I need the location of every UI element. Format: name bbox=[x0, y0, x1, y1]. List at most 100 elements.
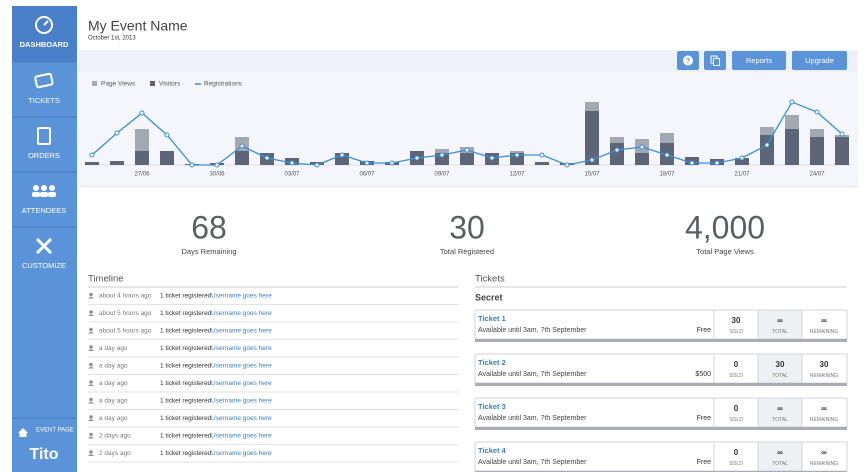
page-date: October 1st, 2013 bbox=[88, 36, 136, 42]
timeline-time: about 5 hours ago bbox=[99, 328, 152, 335]
ticket-name[interactable]: Ticket 3 bbox=[478, 402, 506, 411]
ticket-column-label: REMAINING bbox=[810, 373, 838, 379]
nav-label[interactable]: ATTENDEES bbox=[22, 206, 66, 215]
ticket-name[interactable]: Ticket 4 bbox=[478, 446, 507, 455]
bar bbox=[760, 135, 774, 165]
ticket-column-label: TOTAL bbox=[772, 461, 788, 467]
toolbar-button-label[interactable]: Reports bbox=[746, 56, 773, 65]
user-icon bbox=[89, 432, 93, 437]
user-icon bbox=[89, 362, 93, 367]
ticket-price: $500 bbox=[695, 371, 711, 378]
ticket-total-cell bbox=[757, 441, 803, 472]
ticket-column-label: REMAINING bbox=[810, 461, 838, 467]
timeline-time: about 4 hours ago bbox=[99, 293, 152, 300]
timeline-user[interactable]: Username goes here bbox=[211, 345, 272, 352]
timeline-time: a day ago bbox=[99, 415, 128, 422]
ticket-column-label: REMAINING bbox=[810, 329, 838, 335]
legend-label: Page Views bbox=[101, 81, 136, 88]
ticket-price: Free bbox=[697, 327, 712, 334]
user-icon bbox=[89, 450, 93, 454]
toolbar-button-label[interactable]: Upgrade bbox=[805, 56, 834, 65]
timeline-user[interactable]: Username goes here bbox=[211, 310, 272, 317]
ticket-total: 30 bbox=[776, 360, 785, 369]
timeline-user[interactable]: Username goes here bbox=[211, 415, 272, 422]
x-tick-label: 06/07 bbox=[359, 172, 375, 178]
ticket-name[interactable]: Ticket 2 bbox=[478, 358, 506, 367]
chart-area bbox=[78, 72, 858, 187]
timeline-time: about 5 hours ago bbox=[99, 310, 152, 317]
nav-icon bbox=[35, 237, 53, 255]
timeline-time: a day ago bbox=[99, 398, 128, 405]
x-tick-label: 15/07 bbox=[584, 172, 600, 178]
line-point bbox=[764, 142, 770, 148]
bar bbox=[110, 161, 124, 165]
user-icon bbox=[88, 296, 94, 299]
nav-label[interactable]: CUSTOMIZE bbox=[22, 261, 66, 270]
line-point bbox=[164, 132, 170, 138]
timeline-time: a day ago bbox=[99, 363, 128, 370]
timeline-text: 1 ticket registered bbox=[160, 310, 212, 317]
ticket-name[interactable]: Ticket 1 bbox=[478, 314, 506, 323]
x-tick-label: 09/07 bbox=[434, 172, 450, 178]
user-icon bbox=[88, 366, 94, 369]
ticket-total: ∞ bbox=[777, 316, 783, 325]
user-icon bbox=[88, 419, 94, 421]
x-tick-label: 21/07 bbox=[734, 172, 750, 178]
line-point bbox=[464, 147, 470, 153]
timeline-text: 1 ticket registered bbox=[160, 398, 212, 405]
x-tick-label: 12/07 bbox=[509, 172, 525, 178]
line-point bbox=[639, 144, 645, 150]
nav-icon bbox=[41, 185, 47, 191]
bar bbox=[160, 151, 174, 165]
line-point bbox=[139, 110, 145, 116]
nav-label[interactable]: DASHBOARD bbox=[20, 40, 69, 49]
ticket-footer bbox=[475, 383, 847, 386]
ticket-footer bbox=[475, 339, 847, 342]
copy-icon bbox=[713, 58, 720, 66]
ticket-sold: 0 bbox=[734, 404, 739, 413]
user-icon bbox=[88, 314, 94, 316]
line-point bbox=[714, 160, 720, 166]
timeline-user[interactable]: Username goes here bbox=[211, 433, 272, 440]
sidebar bbox=[12, 6, 77, 472]
ticket-column-label: SOLD bbox=[729, 373, 743, 379]
bar bbox=[585, 111, 599, 165]
user-icon bbox=[88, 436, 94, 439]
timeline-time: a day ago bbox=[99, 380, 128, 387]
nav-icon bbox=[35, 16, 53, 34]
ticket-column-label: SOLD bbox=[729, 461, 743, 467]
bar bbox=[85, 162, 99, 165]
toolbar-button[interactable] bbox=[732, 51, 786, 70]
user-icon bbox=[89, 292, 93, 297]
timeline-user[interactable]: Username goes here bbox=[211, 450, 272, 457]
ticket-column-label: TOTAL bbox=[772, 417, 788, 423]
timeline-user[interactable]: Username goes here bbox=[211, 380, 272, 387]
user-icon bbox=[89, 397, 93, 402]
user-icon bbox=[89, 310, 93, 314]
timeline-user[interactable]: Username goes here bbox=[211, 398, 272, 405]
timeline-text: 1 ticket registered bbox=[160, 450, 212, 457]
nav-icon bbox=[48, 192, 56, 197]
timeline-user[interactable]: Username goes here bbox=[211, 363, 272, 370]
ticket-availability: Available until 3am, 7th September bbox=[478, 415, 587, 422]
ticket-remaining: ∞ bbox=[821, 316, 827, 325]
legend-swatch bbox=[92, 81, 97, 86]
toolbar-button[interactable] bbox=[792, 51, 847, 70]
nav-label[interactable]: ORDERS bbox=[28, 151, 60, 160]
event-page-link[interactable]: EVENT PAGE bbox=[36, 428, 74, 434]
stat-label: Total Registered bbox=[440, 247, 494, 256]
bar bbox=[235, 151, 249, 165]
nav-icon bbox=[43, 20, 49, 26]
stat-value: 30 bbox=[449, 209, 485, 245]
nav-label[interactable]: TICKETS bbox=[28, 96, 60, 105]
help-icon: ? bbox=[686, 58, 690, 65]
bar bbox=[610, 143, 624, 165]
timeline-time: a day ago bbox=[99, 345, 128, 352]
page-title: My Event Name bbox=[88, 18, 188, 34]
user-icon bbox=[89, 327, 93, 332]
line-point bbox=[239, 143, 245, 149]
help-circle bbox=[683, 55, 693, 66]
timeline-user[interactable]: Username goes here bbox=[211, 328, 272, 335]
timeline-user[interactable]: Username goes here bbox=[211, 293, 272, 300]
